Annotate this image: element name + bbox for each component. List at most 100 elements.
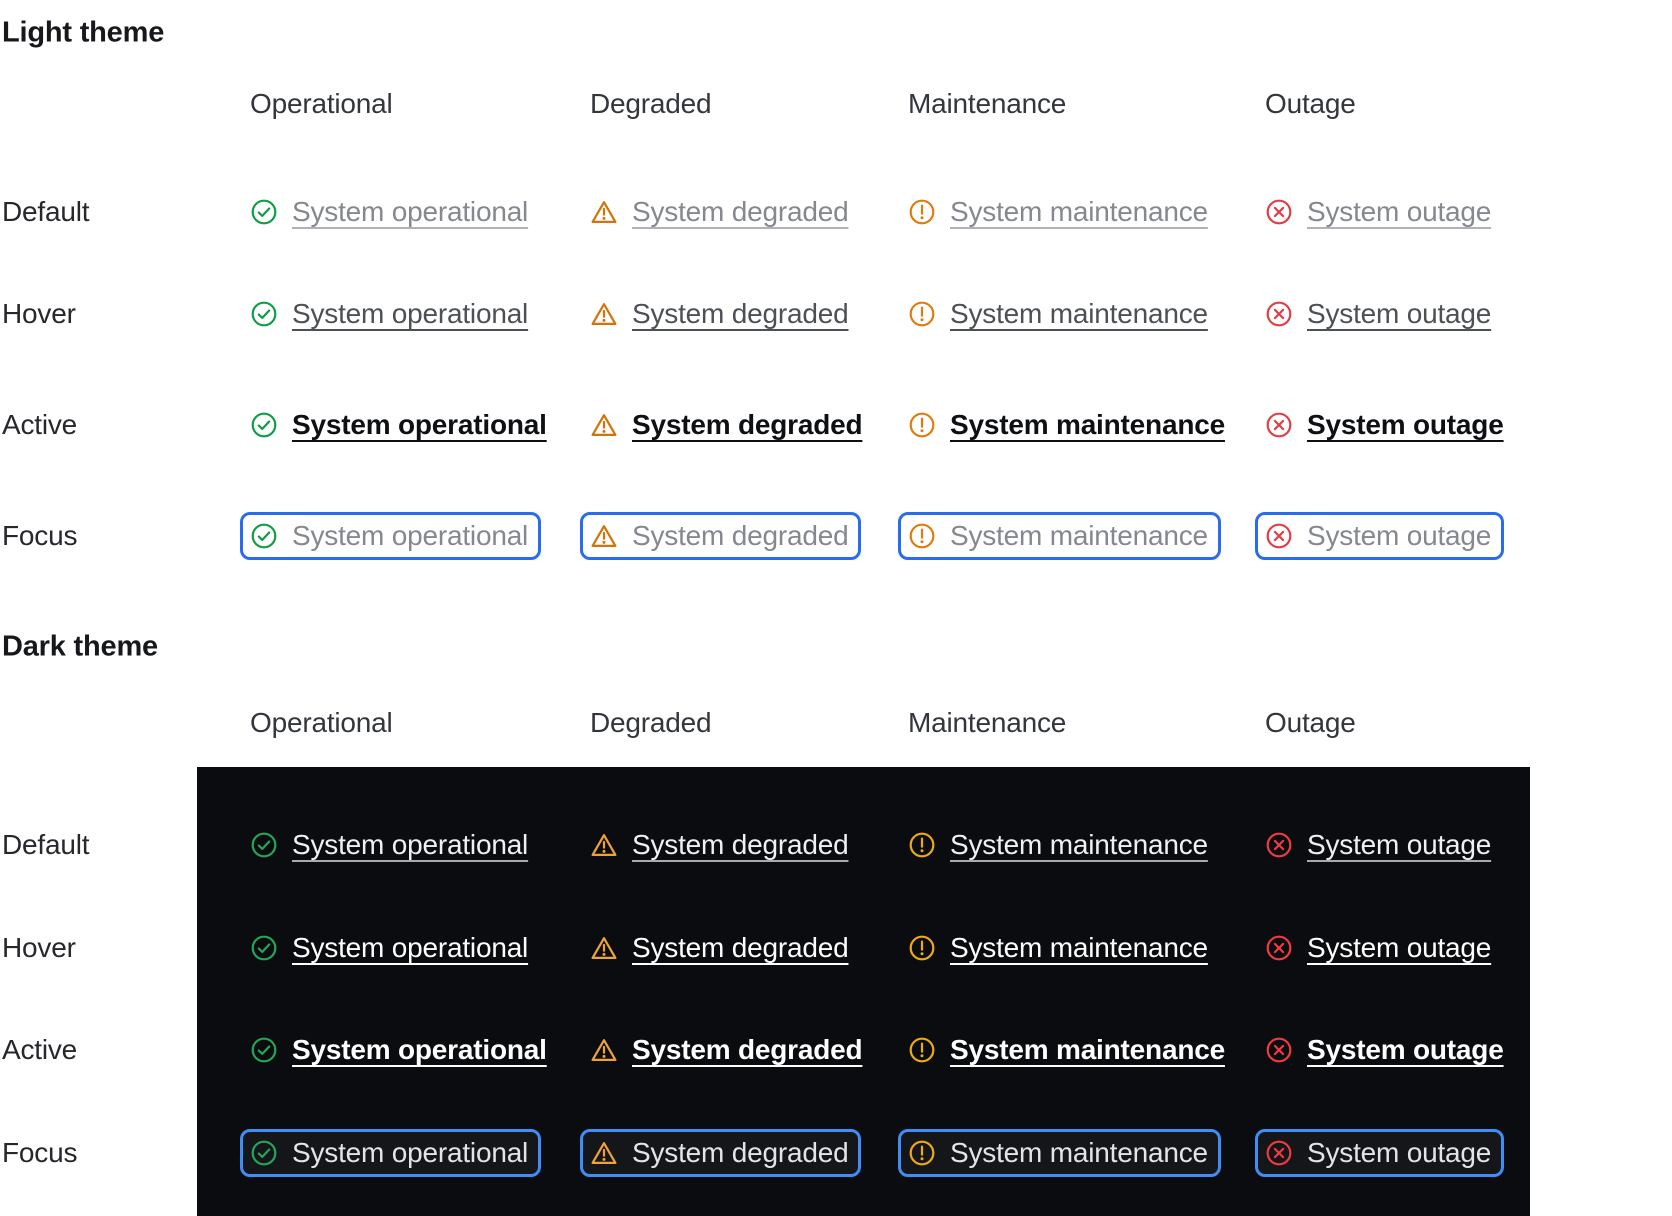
status-link-degraded-active[interactable]: System degraded xyxy=(590,409,863,441)
status-link-label: System degraded xyxy=(632,298,849,329)
check-circle-icon xyxy=(250,522,278,550)
status-link-degraded-default[interactable]: System degraded xyxy=(590,196,849,228)
alert-circle-icon xyxy=(908,934,936,962)
status-link-operational-active[interactable]: System operational xyxy=(250,409,547,441)
status-link-degraded-focus[interactable]: System degraded xyxy=(580,512,862,560)
status-link-label: System maintenance xyxy=(950,196,1208,227)
warning-triangle-icon xyxy=(590,831,618,859)
x-circle-icon xyxy=(1265,300,1293,328)
warning-triangle-icon xyxy=(590,198,618,226)
status-link-degraded-hover-dark[interactable]: System degraded xyxy=(590,932,849,964)
status-link-label: System maintenance xyxy=(950,829,1208,860)
column-header-degraded: Degraded xyxy=(590,88,712,119)
check-circle-icon xyxy=(250,934,278,962)
column-header-outage: Outage xyxy=(1265,88,1356,119)
alert-circle-icon xyxy=(908,522,936,550)
status-link-operational-default[interactable]: System operational xyxy=(250,196,528,228)
check-circle-icon xyxy=(250,1139,278,1167)
status-link-maintenance-hover[interactable]: System maintenance xyxy=(908,298,1208,330)
status-link-operational-active-dark[interactable]: System operational xyxy=(250,1034,547,1066)
status-link-operational-default-dark[interactable]: System operational xyxy=(250,829,528,861)
status-link-outage-default[interactable]: System outage xyxy=(1265,196,1491,228)
status-link-label: System operational xyxy=(292,196,529,227)
alert-circle-icon xyxy=(908,198,936,226)
status-link-label: System outage xyxy=(1307,829,1492,860)
status-link-label: System outage xyxy=(1307,409,1504,440)
status-link-degraded-focus-dark[interactable]: System degraded xyxy=(580,1129,862,1177)
row-label-default: Default xyxy=(2,196,90,227)
status-link-operational-focus-dark[interactable]: System operational xyxy=(240,1129,542,1177)
row-label-active: Active xyxy=(2,409,78,440)
status-link-outage-focus-dark[interactable]: System outage xyxy=(1255,1129,1505,1177)
light-theme-heading: Light theme xyxy=(2,16,165,49)
status-link-outage-hover[interactable]: System outage xyxy=(1265,298,1491,330)
dark-theme-heading: Dark theme xyxy=(2,630,158,663)
warning-triangle-icon xyxy=(590,1036,618,1064)
status-link-label: System degraded xyxy=(632,196,849,227)
status-link-label: System degraded xyxy=(632,1137,849,1168)
status-link-label: System outage xyxy=(1307,1137,1492,1168)
column-header-operational: Operational xyxy=(250,88,393,119)
status-link-maintenance-active[interactable]: System maintenance xyxy=(908,409,1225,441)
x-circle-icon xyxy=(1265,1036,1293,1064)
status-link-outage-default-dark[interactable]: System outage xyxy=(1265,829,1491,861)
row-label-hover: Hover xyxy=(2,298,76,329)
x-circle-icon xyxy=(1265,1139,1293,1167)
warning-triangle-icon xyxy=(590,411,618,439)
status-link-label: System outage xyxy=(1307,298,1492,329)
status-link-label: System maintenance xyxy=(950,932,1208,963)
status-link-maintenance-hover-dark[interactable]: System maintenance xyxy=(908,932,1208,964)
status-link-label: System degraded xyxy=(632,1034,863,1065)
status-link-outage-hover-dark[interactable]: System outage xyxy=(1265,932,1491,964)
status-link-label: System maintenance xyxy=(950,520,1208,551)
x-circle-icon xyxy=(1265,522,1293,550)
check-circle-icon xyxy=(250,411,278,439)
alert-circle-icon xyxy=(908,300,936,328)
warning-triangle-icon xyxy=(590,934,618,962)
status-link-label: System degraded xyxy=(632,409,863,440)
check-circle-icon xyxy=(250,1036,278,1064)
row-label-hover: Hover xyxy=(2,932,76,963)
alert-circle-icon xyxy=(908,831,936,859)
status-link-label: System operational xyxy=(292,298,529,329)
status-link-outage-focus[interactable]: System outage xyxy=(1255,512,1505,560)
status-link-outage-active[interactable]: System outage xyxy=(1265,409,1504,441)
row-label-default: Default xyxy=(2,829,90,860)
status-link-label: System maintenance xyxy=(950,1137,1208,1168)
status-link-label: System degraded xyxy=(632,520,849,551)
status-link-label: System operational xyxy=(292,829,529,860)
status-link-label: System outage xyxy=(1307,932,1492,963)
status-link-maintenance-default-dark[interactable]: System maintenance xyxy=(908,829,1208,861)
status-link-label: System maintenance xyxy=(950,409,1225,440)
status-link-label: System operational xyxy=(292,520,529,551)
column-header-maintenance: Maintenance xyxy=(908,88,1067,119)
status-link-maintenance-default[interactable]: System maintenance xyxy=(908,196,1208,228)
status-link-label: System maintenance xyxy=(950,298,1208,329)
status-link-maintenance-focus-dark[interactable]: System maintenance xyxy=(898,1129,1221,1177)
status-link-label: System maintenance xyxy=(950,1034,1225,1065)
status-link-label: System operational xyxy=(292,932,529,963)
check-circle-icon xyxy=(250,831,278,859)
status-link-degraded-hover[interactable]: System degraded xyxy=(590,298,849,330)
check-circle-icon xyxy=(250,300,278,328)
status-link-label: System operational xyxy=(292,1034,547,1065)
row-label-active: Active xyxy=(2,1034,78,1065)
status-link-degraded-active-dark[interactable]: System degraded xyxy=(590,1034,863,1066)
status-link-label: System degraded xyxy=(632,932,849,963)
x-circle-icon xyxy=(1265,831,1293,859)
status-link-operational-focus[interactable]: System operational xyxy=(240,512,542,560)
x-circle-icon xyxy=(1265,198,1293,226)
status-link-operational-hover-dark[interactable]: System operational xyxy=(250,932,528,964)
status-link-maintenance-active-dark[interactable]: System maintenance xyxy=(908,1034,1225,1066)
status-link-degraded-default-dark[interactable]: System degraded xyxy=(590,829,849,861)
status-link-maintenance-focus[interactable]: System maintenance xyxy=(898,512,1221,560)
status-link-label: System outage xyxy=(1307,1034,1504,1065)
column-header-outage: Outage xyxy=(1265,707,1356,738)
column-header-degraded: Degraded xyxy=(590,707,712,738)
status-link-operational-hover[interactable]: System operational xyxy=(250,298,528,330)
row-label-focus: Focus xyxy=(2,520,78,551)
status-link-label: System outage xyxy=(1307,196,1492,227)
alert-circle-icon xyxy=(908,411,936,439)
x-circle-icon xyxy=(1265,411,1293,439)
status-link-outage-active-dark[interactable]: System outage xyxy=(1265,1034,1504,1066)
